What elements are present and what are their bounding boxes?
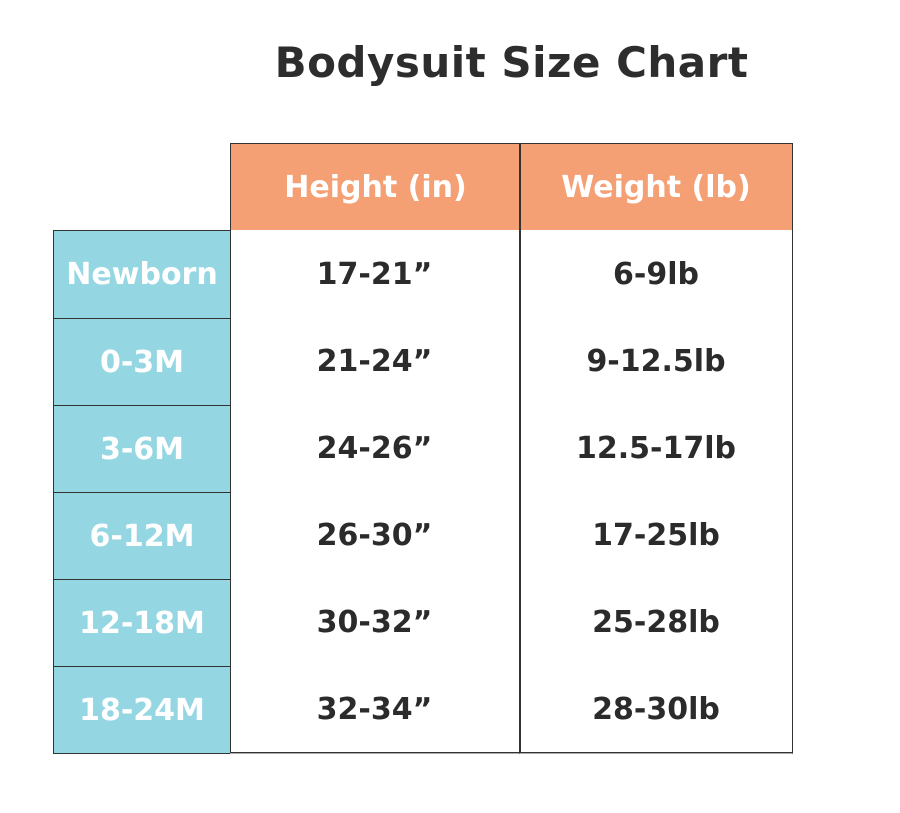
height-cell: 24-26” bbox=[230, 405, 520, 493]
weight-cell: 12.5-17lb bbox=[520, 405, 793, 493]
height-cell: 26-30” bbox=[230, 492, 520, 580]
column-divider bbox=[519, 143, 521, 753]
row-label: 6-12M bbox=[53, 492, 231, 580]
row-label: Newborn bbox=[53, 230, 231, 319]
header-height: Height (in) bbox=[230, 143, 521, 231]
weight-cell: 9-12.5lb bbox=[520, 318, 793, 406]
height-cell: 17-21” bbox=[230, 230, 520, 319]
height-cell: 32-34” bbox=[230, 666, 520, 754]
row-label: 3-6M bbox=[53, 405, 231, 493]
header-weight: Weight (lb) bbox=[519, 143, 793, 231]
row-label: 12-18M bbox=[53, 579, 231, 667]
chart-title: Bodysuit Size Chart bbox=[274, 38, 749, 87]
height-cell: 30-32” bbox=[230, 579, 520, 667]
weight-cell: 25-28lb bbox=[520, 579, 793, 667]
row-label: 18-24M bbox=[53, 666, 231, 754]
row-label: 0-3M bbox=[53, 318, 231, 406]
height-cell: 21-24” bbox=[230, 318, 520, 406]
weight-cell: 28-30lb bbox=[520, 666, 793, 754]
weight-cell: 17-25lb bbox=[520, 492, 793, 580]
weight-cell: 6-9lb bbox=[520, 230, 793, 319]
